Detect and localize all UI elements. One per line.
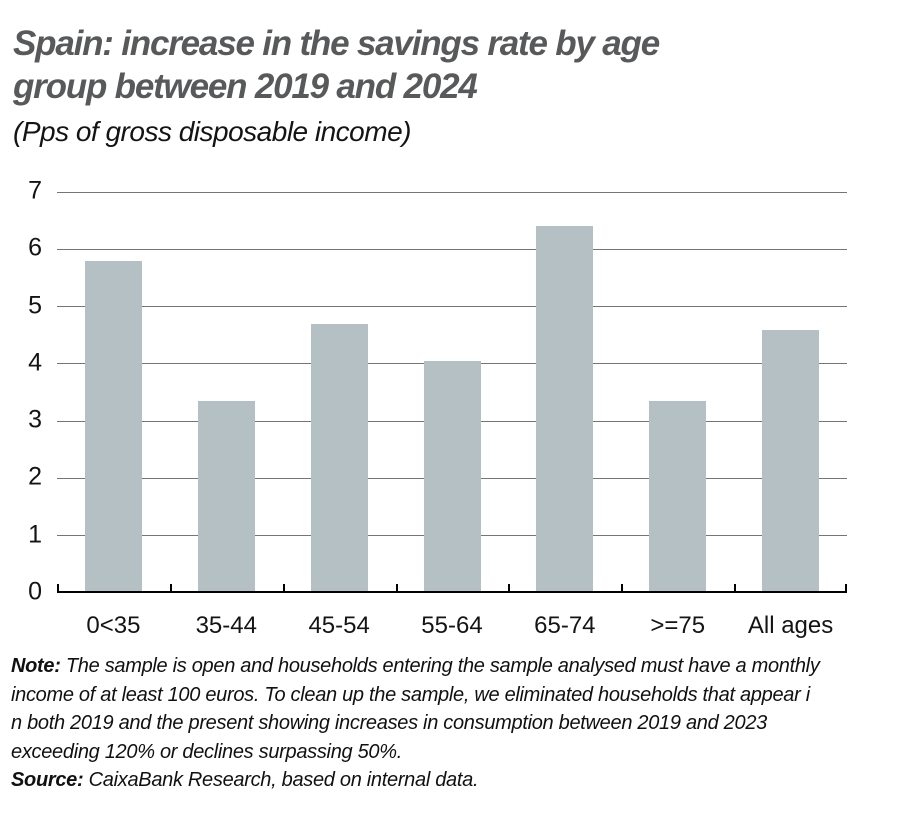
note-line-4: exceeding 120% or declines surpassing 50… xyxy=(11,740,402,763)
y-tick-label-2: 2 xyxy=(28,462,42,491)
page-title: Spain: increase in the savings rate by a… xyxy=(13,22,660,108)
x-axis-tick-7 xyxy=(845,584,847,593)
y-tick-label-6: 6 xyxy=(28,233,42,262)
x-axis-tick-3 xyxy=(395,584,398,593)
source-line: Source: CaixaBank Research, based on int… xyxy=(11,766,820,795)
note-text-1: The sample is open and households enteri… xyxy=(65,655,820,677)
x-tick-label-45-54: 45-54 xyxy=(308,612,370,639)
y-tick-label-1: 1 xyxy=(28,520,42,549)
x-tick-label-65-74: 65-74 xyxy=(534,612,596,639)
gridline-5 xyxy=(57,306,847,308)
x-tick-label-35-44: 35-44 xyxy=(195,612,257,639)
page-title-line-2: group between 2019 and 2024 xyxy=(13,67,478,106)
x-tick-label->=75: >=75 xyxy=(650,612,706,639)
source-text: CaixaBank Research, based on internal da… xyxy=(88,769,479,791)
gridline-6 xyxy=(57,248,847,250)
bar-45-54 xyxy=(310,323,368,593)
x-tick-label-0<35: 0<35 xyxy=(86,612,141,639)
y-tick-label-4: 4 xyxy=(28,348,42,377)
chart-subtitle: (Pps of gross disposable income) xyxy=(13,116,411,147)
x-axis-tick-5 xyxy=(621,584,624,593)
chart-footnotes: Note: The sample is open and households … xyxy=(11,652,820,795)
bar-65-74 xyxy=(536,226,594,593)
page-title-line-1: Spain: increase in the savings rate by a… xyxy=(13,24,660,63)
x-tick-label-All ages: All ages xyxy=(747,612,834,639)
x-axis-line xyxy=(57,591,847,593)
note-label: Note: xyxy=(11,655,61,677)
y-tick-label-5: 5 xyxy=(28,290,42,319)
x-axis-tick-4 xyxy=(508,584,511,593)
source-label: Source: xyxy=(11,769,84,791)
y-tick-label-0: 0 xyxy=(28,577,42,606)
note-line-3: n both 2019 and the present showing incr… xyxy=(11,712,767,734)
x-tick-label-55-64: 55-64 xyxy=(421,612,483,639)
x-axis-tick-2 xyxy=(282,584,285,593)
x-axis-tick-0 xyxy=(57,584,59,593)
bar->=75 xyxy=(649,401,707,593)
note-line-2: income of at least 100 euros. To clean u… xyxy=(11,683,810,706)
x-axis-tick-1 xyxy=(169,584,172,593)
bar-0<35 xyxy=(84,260,142,593)
y-tick-label-7: 7 xyxy=(28,176,42,205)
y-tick-label-3: 3 xyxy=(28,405,42,434)
note-line-1: Note: The sample is open and households … xyxy=(11,652,820,681)
bar-chart-plot-area xyxy=(57,191,847,593)
bar-55-64 xyxy=(423,361,481,593)
gridline-7 xyxy=(57,191,847,193)
x-axis-tick-6 xyxy=(734,584,737,593)
bar-35-44 xyxy=(197,401,255,593)
bar-All ages xyxy=(762,329,820,593)
